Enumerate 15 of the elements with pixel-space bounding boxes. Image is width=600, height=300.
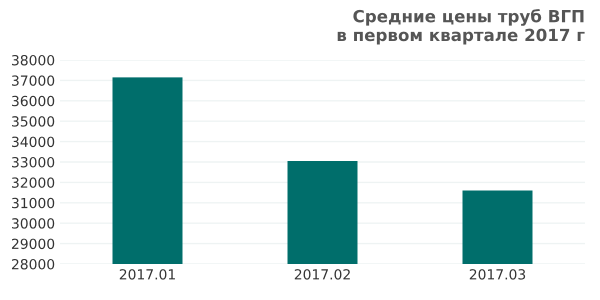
y-tick-label: 32000 [12,177,54,188]
y-tick-label: 36000 [12,96,54,106]
y-tick-label: 30000 [12,218,54,229]
y-tick-label: 38000 [12,54,54,66]
y-tick-label: 34000 [12,136,54,148]
y-tick-label: 31000 [12,198,54,208]
y-tick-label: 35000 [12,116,54,127]
y-tick-label: 29000 [12,238,54,250]
chart-title: Средние цены труб ВГП в первом квартале 2017 г [338,9,585,44]
x-tick-label: 2017.03 [470,269,526,280]
x-tick-label: 2017.01 [120,269,175,280]
x-tick-label: 2017.02 [294,269,350,280]
y-tick-label: 37000 [12,75,54,86]
y-tick-label: 33000 [12,156,54,168]
y-tick-label: 28000 [12,258,54,270]
